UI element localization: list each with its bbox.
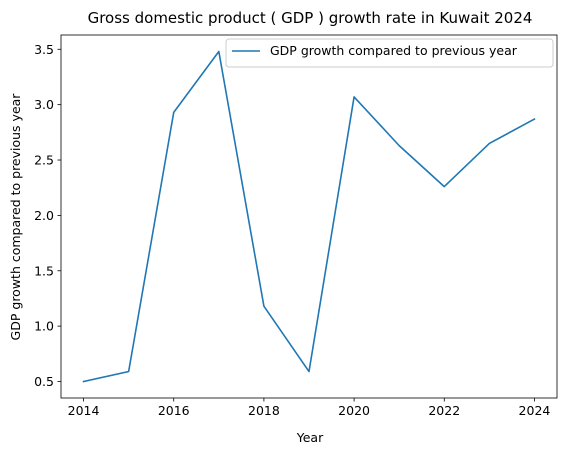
x-tick-label: 2022: [428, 403, 460, 418]
y-axis-ticks: 0.5 1.0 1.5 2.0 2.5 3.0 3.5: [34, 42, 61, 389]
plot-area: 2014 2016 2018 2020 2022 2024 0.5 1.0 1.5 2.0 2.5…: [34, 34, 558, 418]
chart-title: Gross domestic product ( GDP ) growth ra…: [88, 9, 533, 27]
x-axis-ticks: 2014 2016 2018 2020 2022 2024: [68, 398, 551, 418]
x-axis-label: Year: [296, 430, 324, 445]
y-tick-label: 1.5: [34, 263, 54, 278]
x-tick-label: 2018: [248, 403, 280, 418]
y-tick-label: 2.5: [34, 153, 54, 168]
x-tick-label: 2020: [338, 403, 370, 418]
x-tick-label: 2014: [68, 403, 100, 418]
series-layer: [82, 50, 536, 383]
y-tick-label: 3.5: [34, 42, 54, 57]
x-tick-label: 2016: [158, 403, 190, 418]
series-line-0: [82, 50, 536, 383]
legend: GDP growth compared to previous year: [225, 38, 554, 68]
legend-box: [225, 38, 554, 68]
legend-label: GDP growth compared to previous year: [270, 43, 518, 58]
y-tick-label: 1.0: [34, 319, 54, 334]
axes-frame: [60, 34, 558, 399]
x-tick-label: 2024: [519, 403, 551, 418]
y-tick-label: 3.0: [34, 97, 54, 112]
y-axis-label: GDP growth compared to previous year: [8, 93, 23, 341]
y-tick-label: 0.5: [34, 374, 54, 389]
y-tick-label: 2.0: [34, 208, 54, 223]
